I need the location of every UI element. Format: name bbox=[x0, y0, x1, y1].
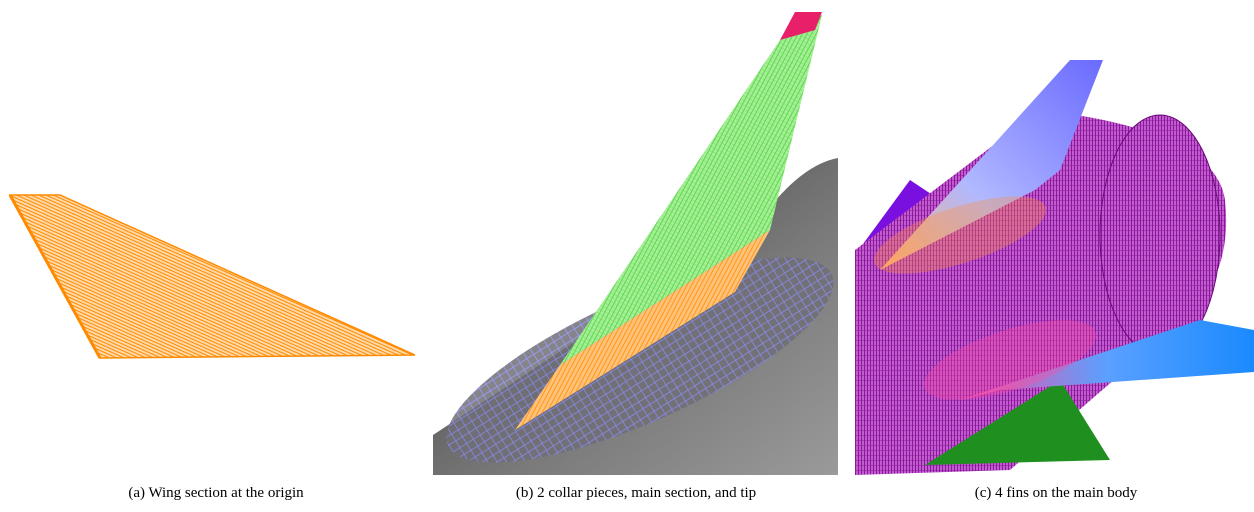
caption: (c) 4 fins on the main body bbox=[975, 485, 1138, 501]
panel-b bbox=[423, 12, 857, 502]
wing-mesh bbox=[10, 195, 415, 358]
figure: (a) Wing section at the origin (b) 2 col… bbox=[0, 0, 1254, 512]
panel-a bbox=[10, 195, 415, 358]
caption: (a) Wing section at the origin bbox=[128, 485, 304, 501]
caption: (b) 2 collar pieces, main section, and t… bbox=[516, 485, 756, 501]
body-end bbox=[1100, 115, 1220, 355]
panel-c bbox=[855, 60, 1254, 475]
